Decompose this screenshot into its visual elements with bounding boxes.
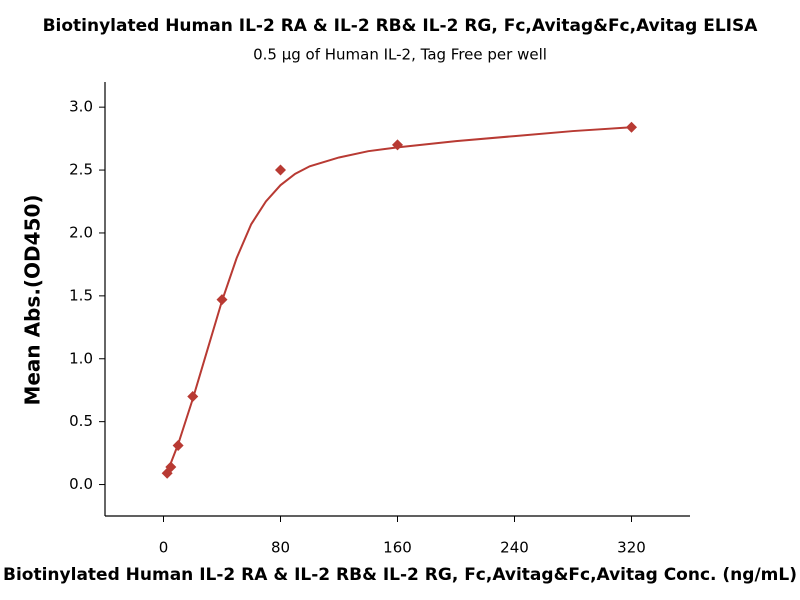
data-point (275, 164, 286, 176)
data-point (626, 121, 637, 133)
data-point (392, 139, 403, 151)
y-tick-label: 2.0 (69, 223, 93, 241)
y-tick-label: 0.5 (69, 412, 93, 430)
y-axis-title: Mean Abs.(OD450) (21, 194, 45, 405)
x-tick-label: 160 (383, 539, 412, 557)
y-tick-label: 2.5 (69, 161, 93, 179)
chart-title: Biotinylated Human IL-2 RA & IL-2 RB& IL… (43, 16, 759, 36)
x-tick-label: 80 (271, 539, 290, 557)
x-tick-label: 0 (159, 539, 169, 557)
data-point (216, 294, 228, 306)
y-tick-label: 1.0 (69, 349, 93, 367)
chart-subtitle: 0.5 μg of Human IL-2, Tag Free per well (253, 46, 547, 64)
y-tick-label: 0.0 (69, 475, 93, 493)
data-point (172, 440, 184, 452)
data-point (187, 390, 199, 402)
y-tick-label: 3.0 (69, 98, 93, 116)
x-tick-label: 240 (500, 539, 529, 557)
data-point (165, 461, 177, 473)
x-axis-title: Biotinylated Human IL-2 RA & IL-2 RB& IL… (3, 565, 797, 585)
x-tick-label: 320 (617, 539, 646, 557)
y-tick-label: 1.5 (69, 286, 93, 304)
fit-curve (166, 126, 632, 473)
